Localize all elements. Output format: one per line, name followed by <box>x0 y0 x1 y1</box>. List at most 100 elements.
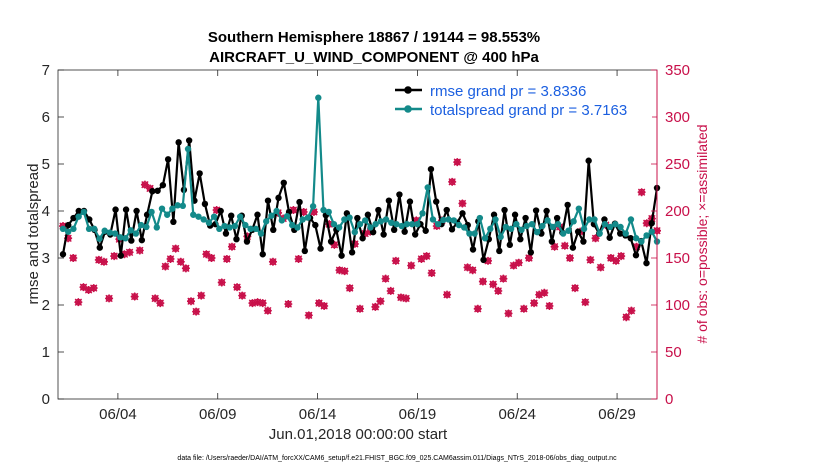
rmse-point <box>133 207 140 215</box>
rmse-point <box>217 207 224 215</box>
totalspread-point <box>247 225 254 233</box>
obs-assimilated-marker <box>427 269 436 278</box>
rmse-point <box>501 206 508 214</box>
totalspread-point <box>450 217 457 224</box>
totalspread-point <box>528 220 536 228</box>
totalspread-point <box>434 220 442 228</box>
obs-assimilated-marker <box>181 264 190 273</box>
obs-assimilated-marker <box>146 184 155 193</box>
obs-assimilated-marker <box>156 299 165 308</box>
totalspread-point <box>471 230 478 237</box>
y-right-tick-label: 150 <box>665 250 690 267</box>
obs-assimilated-marker <box>448 177 457 186</box>
totalspread-point <box>268 212 275 219</box>
obs-assimilated-marker <box>550 242 559 251</box>
obs-assimilated-marker <box>545 301 554 310</box>
obs-assimilated-marker <box>207 254 216 262</box>
totalspread-point <box>455 221 463 229</box>
obs-assimilated-marker <box>84 285 93 294</box>
chart-title-line1: Southern Hemisphere 18867 / 19144 = 98.5… <box>208 29 540 46</box>
obs-assimilated-marker <box>99 257 108 266</box>
totalspread-point <box>533 228 541 236</box>
x-tick-label: 06/29 <box>598 406 636 423</box>
obs-assimilated-marker <box>386 286 395 295</box>
totalspread-point <box>263 218 270 225</box>
totalspread-point <box>101 227 108 234</box>
obs-assimilated-marker <box>407 261 416 270</box>
rmse-point <box>585 157 592 164</box>
obs-assimilated-marker <box>524 254 533 262</box>
obs-assimilated-marker <box>69 254 78 262</box>
totalspread-point <box>221 222 228 230</box>
rmse-point <box>517 236 524 243</box>
rmse-point <box>175 139 182 146</box>
totalspread-point <box>554 220 562 228</box>
y-left-tick-label: 7 <box>42 62 50 79</box>
obs-assimilated-marker <box>422 252 431 261</box>
obs-assimilated-marker <box>443 290 452 299</box>
obs-assimilated-marker <box>463 263 472 272</box>
totalspread-point <box>481 235 489 242</box>
rmse-point <box>564 201 571 209</box>
totalspread-point <box>111 230 119 237</box>
rmse-point <box>459 210 466 217</box>
obs-assimilated-marker <box>309 207 318 216</box>
rmse-point <box>117 252 125 259</box>
rmse-point <box>196 170 203 177</box>
totalspread-point <box>632 235 640 242</box>
totalspread-point <box>91 225 98 233</box>
obs-assimilated-marker <box>315 299 324 308</box>
obs-assimilated-marker <box>606 254 615 262</box>
totalspread-point <box>403 220 411 228</box>
obs-assimilated-marker <box>258 299 267 308</box>
obs-assimilated-marker <box>74 298 83 307</box>
obs-assimilated-marker <box>202 250 211 259</box>
totalspread-point <box>580 225 588 233</box>
obs-assimilated-marker <box>478 277 487 286</box>
totalspread-point <box>205 219 213 226</box>
totalspread-point <box>648 228 655 235</box>
y-axis-left-label: rmse and totalspread <box>25 164 42 305</box>
rmse-point <box>233 236 240 243</box>
totalspread-point <box>309 203 317 210</box>
obs-assimilated-marker <box>79 283 88 292</box>
totalspread-point <box>617 223 624 231</box>
totalspread-point <box>393 220 400 228</box>
rmse-point <box>275 194 282 202</box>
rmse-point <box>296 198 303 206</box>
obs-assimilated-marker <box>504 309 513 318</box>
totalspread-point <box>273 207 280 215</box>
totalspread-point <box>257 230 265 237</box>
obs-assimilated-marker <box>412 216 421 225</box>
totalspread-point <box>346 214 353 221</box>
obs-assimilated-marker <box>514 258 523 267</box>
totalspread-point <box>153 224 160 231</box>
obs-assimilated-marker <box>120 250 129 259</box>
legend-spread-marker <box>404 105 412 113</box>
totalspread-point <box>388 219 395 226</box>
obs-assimilated-marker <box>519 304 528 313</box>
obs-assimilated-marker <box>151 294 160 303</box>
rmse-point <box>506 241 514 249</box>
obs-assimilated-marker <box>171 244 180 253</box>
obs-assimilated-marker <box>299 207 308 216</box>
totalspread-point <box>190 211 197 218</box>
obs-assimilated-marker <box>612 256 621 265</box>
obs-assimilated-marker <box>166 254 175 263</box>
totalspread-point <box>377 218 385 225</box>
totalspread-point <box>330 220 338 228</box>
rmse-point <box>222 230 230 237</box>
rmse-point <box>112 206 119 213</box>
totalspread-point <box>461 224 468 231</box>
obs-assimilated-marker <box>473 304 482 313</box>
plot-area <box>58 94 661 322</box>
rmse-point <box>364 211 372 218</box>
obs-assimilated-marker <box>105 294 114 303</box>
rmse-point <box>369 228 377 236</box>
totalspread-point <box>143 223 150 231</box>
obs-assimilated-marker <box>197 291 206 300</box>
totalspread-point <box>492 216 499 223</box>
rmse-point <box>317 245 324 252</box>
obs-assimilated-marker <box>535 290 544 299</box>
